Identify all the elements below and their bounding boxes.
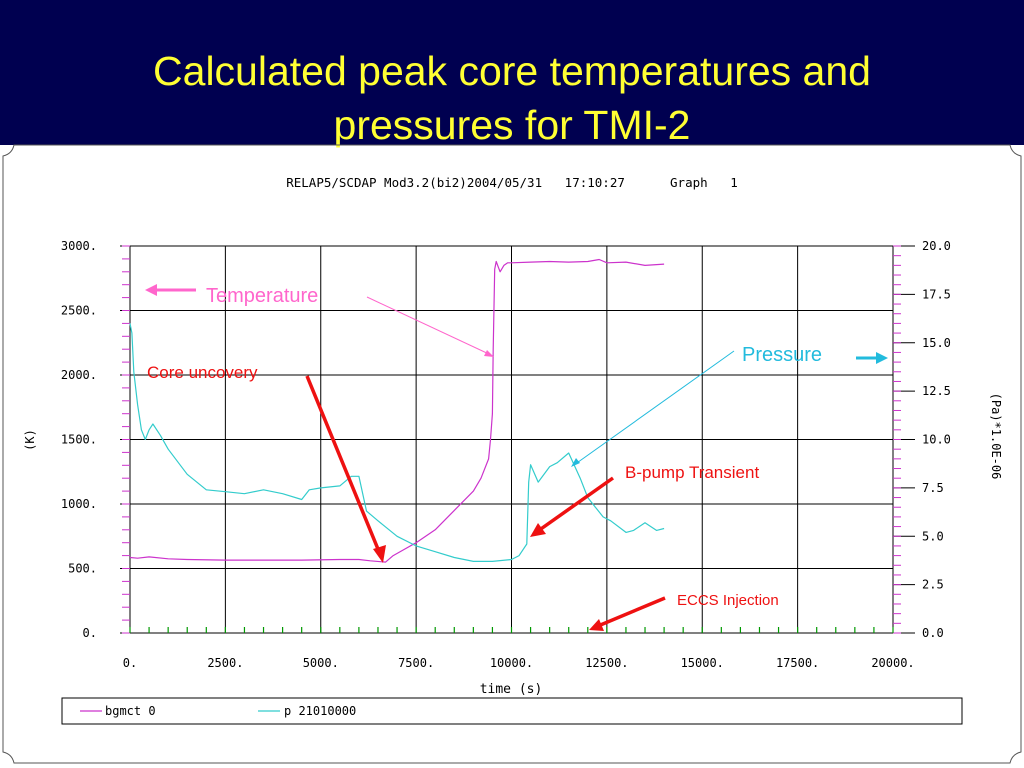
bpump-label: B-pump Transient [625,463,759,482]
slide-title-line-1: Calculated peak core temperatures and [153,48,871,94]
y-axis-right-label: (Pa)*1.0E-06 [989,393,1003,480]
bpump-arrow-icon [536,476,615,533]
slide-title: Calculated peak core temperatures and pr… [60,44,964,152]
y-left-tick-label: 2500. [61,304,97,318]
temperature-pointer-head-icon [484,350,494,357]
y-left-tick-label: 1000. [61,497,97,511]
legend-label-temperature: bgmct 0 [105,704,156,718]
y-right-tick-label: 15.0 [922,336,951,350]
x-axis-label: time (s) [480,682,543,697]
x-tick-label: 20000. [871,656,914,670]
eccs-markers [129,627,894,633]
x-tick-label: 2500. [207,656,243,670]
slide-title-line-2: pressures for TMI-2 [333,102,691,148]
frame-border [2,144,1022,764]
legend-label-pressure: p 21010000 [284,704,356,718]
core-uncovery-arrow-icon [305,375,382,555]
temperature-label: Temperature [206,285,318,307]
x-tick-label: 7500. [398,656,434,670]
y-right-tick-label: 17.5 [922,287,951,301]
pressure-annotation: Pressure [571,344,888,467]
bpump-annotation: B-pump Transient [530,463,759,537]
y-left-tick-label: 2000. [61,368,97,382]
y-right-tick-label: 2.5 [922,578,944,592]
x-tick-label: 17500. [776,656,819,670]
x-tick-label: 10000. [490,656,533,670]
y-left-tick-label: 0. [83,626,97,640]
temperature-series-line [129,258,665,563]
chart-header: RELAP5/SCDAP Mod3.2(bi2)2004/05/31 17:10… [286,175,738,190]
eccs-arrow-icon [597,596,666,628]
core-uncovery-annotation: Core uncovery [147,363,386,563]
y-right-tick-label: 20.0 [922,239,951,253]
y-right-tick-label: 7.5 [922,481,944,495]
relap-chart: RELAP5/SCDAP Mod3.2(bi2)2004/05/31 17:10… [2,144,1022,764]
y-left-tick-label: 500. [68,562,97,576]
y-right-tick-label: 12.5 [922,384,951,398]
y-axis-left-label: (K) [23,429,37,451]
core-uncovery-arrowhead-icon [373,545,386,563]
y-left-tick-label: 3000. [61,239,97,253]
temperature-annotation: Temperature [145,284,494,357]
pressure-pointer-line [573,350,735,466]
x-tick-label: 0. [123,656,137,670]
chart-frame: RELAP5/SCDAP Mod3.2(bi2)2004/05/31 17:10… [0,140,1024,768]
pressure-pointer-head-icon [571,458,580,467]
legend-box [61,697,963,725]
core-uncovery-label: Core uncovery [147,363,258,382]
x-tick-label: 12500. [585,656,628,670]
y-right-tick-label: 5.0 [922,529,944,543]
temperature-pointer-line [366,296,492,356]
temperature-arrowhead-icon [145,284,157,296]
eccs-arrowhead-icon [589,619,604,631]
y-left-tick-label: 1500. [61,433,97,447]
eccs-label: ECCS Injection [677,592,779,609]
x-tick-label: 15000. [681,656,724,670]
slide-header: Calculated peak core temperatures and pr… [0,0,1024,148]
y-right-tick-label: 0.0 [922,626,944,640]
x-tick-label: 5000. [303,656,339,670]
bpump-arrowhead-icon [530,523,546,537]
y-right-tick-label: 10.0 [922,433,951,447]
axis-ticks: 0. 2500. 5000. 7500. 10000. 12500. 15000. 17500… [61,239,951,670]
pressure-arrowhead-icon [876,352,888,364]
eccs-annotation: ECCS Injection [589,592,779,631]
pressure-label: Pressure [742,344,822,366]
pressure-series-line [129,323,665,562]
